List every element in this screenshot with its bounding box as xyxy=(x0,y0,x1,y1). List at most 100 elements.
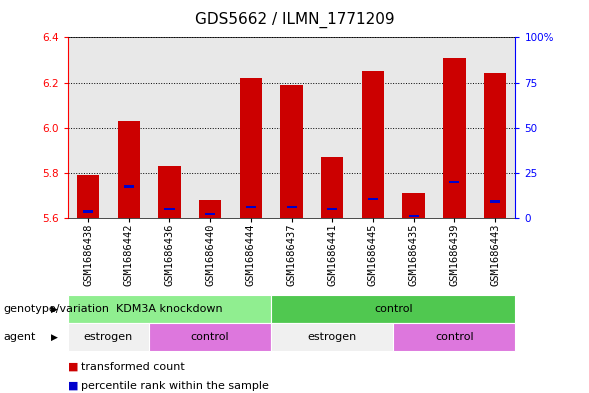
Bar xyxy=(118,121,140,218)
Bar xyxy=(449,181,459,183)
Bar xyxy=(164,208,174,210)
Text: agent: agent xyxy=(3,332,35,342)
Bar xyxy=(124,185,134,187)
Bar xyxy=(124,185,134,187)
Bar xyxy=(124,185,134,187)
Bar xyxy=(490,200,500,203)
Bar xyxy=(83,210,93,213)
Bar xyxy=(490,200,500,203)
Bar xyxy=(286,206,297,208)
Text: transformed count: transformed count xyxy=(81,362,184,372)
Bar xyxy=(205,213,215,215)
Bar xyxy=(124,185,134,187)
Bar xyxy=(327,208,337,210)
Bar xyxy=(158,166,181,218)
Bar xyxy=(327,208,337,210)
Bar xyxy=(490,200,500,203)
Bar xyxy=(368,198,378,200)
Bar xyxy=(286,206,297,208)
Bar xyxy=(286,206,297,208)
Bar xyxy=(484,73,506,218)
Bar xyxy=(240,78,262,218)
Bar xyxy=(164,208,174,210)
Bar xyxy=(83,210,93,213)
Bar xyxy=(83,210,93,213)
Bar xyxy=(402,193,425,218)
Bar xyxy=(124,185,134,187)
Bar xyxy=(246,206,256,208)
Bar xyxy=(83,210,93,213)
Bar xyxy=(449,181,459,183)
Bar xyxy=(205,213,215,215)
Text: GDS5662 / ILMN_1771209: GDS5662 / ILMN_1771209 xyxy=(195,12,394,28)
Bar xyxy=(409,215,419,217)
Bar xyxy=(286,206,297,208)
Bar xyxy=(164,208,174,210)
Bar xyxy=(409,215,419,217)
Bar xyxy=(449,181,459,183)
Bar xyxy=(164,208,174,210)
Bar xyxy=(327,208,337,210)
Bar xyxy=(449,181,459,183)
Bar xyxy=(490,200,500,203)
Bar xyxy=(205,213,215,215)
Bar xyxy=(368,198,378,200)
Bar xyxy=(449,181,459,183)
Bar xyxy=(409,215,419,217)
Text: estrogen: estrogen xyxy=(307,332,357,342)
Bar xyxy=(368,198,378,200)
Bar xyxy=(246,206,256,208)
Bar xyxy=(409,215,419,217)
Bar xyxy=(164,208,174,210)
Bar xyxy=(83,210,93,213)
Bar xyxy=(409,215,419,217)
Bar xyxy=(83,210,93,213)
Bar xyxy=(368,198,378,200)
Bar xyxy=(205,213,215,215)
Bar xyxy=(327,208,337,210)
Bar xyxy=(246,206,256,208)
Bar xyxy=(246,206,256,208)
Bar xyxy=(443,58,465,218)
Text: KDM3A knockdown: KDM3A knockdown xyxy=(116,304,223,314)
Bar xyxy=(286,206,297,208)
Bar xyxy=(164,208,174,210)
Bar xyxy=(368,198,378,200)
Text: percentile rank within the sample: percentile rank within the sample xyxy=(81,381,269,391)
Bar xyxy=(327,208,337,210)
Bar xyxy=(83,210,93,213)
Bar xyxy=(205,213,215,215)
Text: genotype/variation: genotype/variation xyxy=(3,304,109,314)
Bar xyxy=(280,85,303,218)
Bar xyxy=(327,208,337,210)
Bar xyxy=(164,208,174,210)
Bar xyxy=(246,206,256,208)
Bar xyxy=(362,71,384,218)
Bar xyxy=(449,181,459,183)
Text: ■: ■ xyxy=(68,381,78,391)
Text: control: control xyxy=(191,332,230,342)
Bar xyxy=(83,210,93,213)
Bar xyxy=(205,213,215,215)
Bar xyxy=(286,206,297,208)
Bar xyxy=(246,206,256,208)
Bar xyxy=(449,181,459,183)
Bar xyxy=(205,213,215,215)
Bar xyxy=(83,210,93,213)
Bar xyxy=(246,206,256,208)
Bar xyxy=(368,198,378,200)
Bar xyxy=(409,215,419,217)
Bar xyxy=(205,213,215,215)
Bar xyxy=(409,215,419,217)
Bar xyxy=(409,215,419,217)
Bar xyxy=(449,181,459,183)
Text: control: control xyxy=(435,332,474,342)
Bar xyxy=(490,200,500,203)
Bar xyxy=(124,185,134,187)
Bar xyxy=(246,206,256,208)
Bar xyxy=(409,215,419,217)
Bar xyxy=(164,208,174,210)
Bar xyxy=(490,200,500,203)
Bar xyxy=(205,213,215,215)
Bar xyxy=(409,215,419,217)
